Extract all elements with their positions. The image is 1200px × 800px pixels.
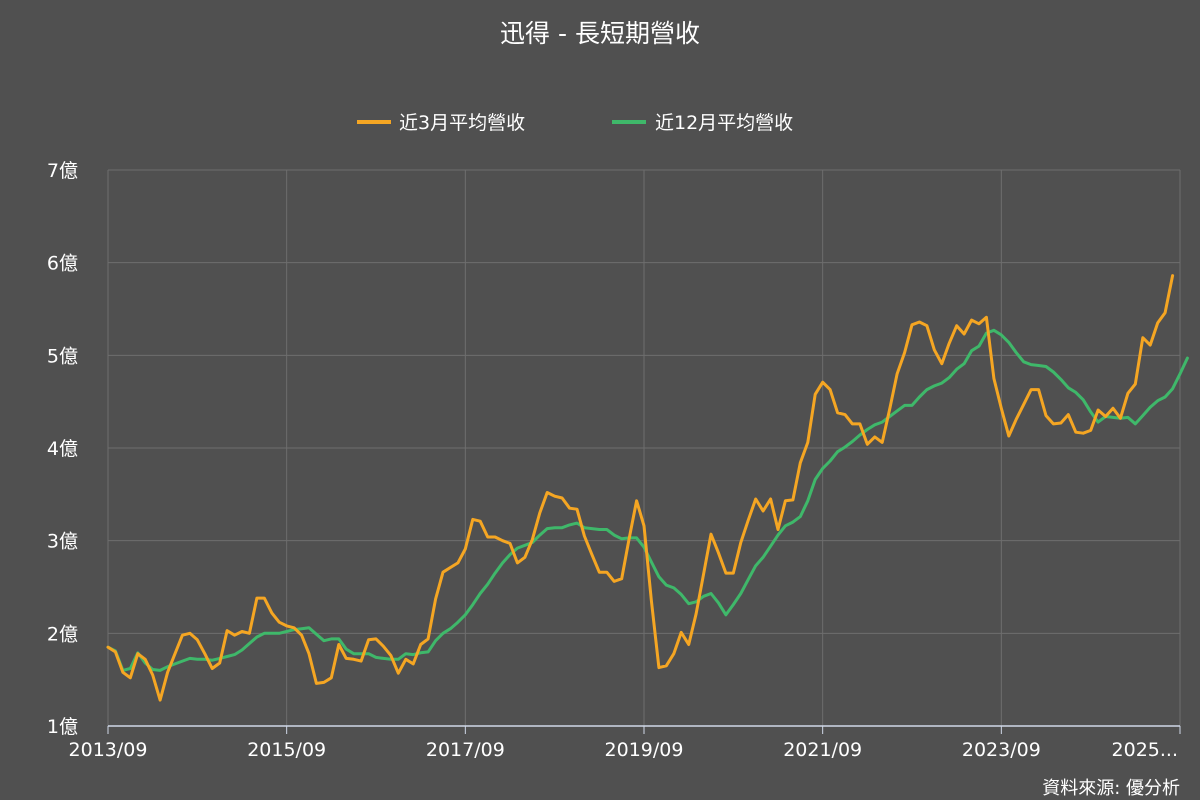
legend-label-3m: 近3月平均營收: [399, 112, 525, 134]
y-tick-label: 6億: [47, 253, 78, 275]
y-tick-label: 1億: [47, 716, 78, 738]
x-axis: 2013/09 2015/09 2017/09 2019/09 2021/09 2023/…: [69, 725, 1181, 761]
source-note: 資料來源: 優分析: [1042, 778, 1180, 799]
x-tick-label: 2013/09: [69, 739, 148, 761]
chart-title: 迅得 - 長短期營收: [500, 19, 700, 48]
grid: [107, 169, 1181, 726]
x-tick-label: 2021/09: [783, 739, 862, 761]
y-tick-label: 7億: [47, 160, 78, 182]
y-tick-label: 2億: [47, 623, 78, 645]
legend-item-12m[interactable]: 近12月平均營收: [612, 112, 793, 134]
series-line-12m[interactable]: [106, 328, 1189, 672]
x-tick-label: 2025...: [1112, 739, 1178, 761]
x-tick-label: 2023/09: [962, 739, 1041, 761]
legend: 近3月平均營收 近12月平均營收: [357, 112, 793, 134]
series-layer: [106, 274, 1189, 702]
legend-item-3m[interactable]: 近3月平均營收: [357, 112, 525, 134]
x-tick-label: 2019/09: [605, 739, 684, 761]
legend-label-12m: 近12月平均營收: [655, 112, 793, 134]
y-tick-label: 5億: [47, 345, 78, 367]
x-tick-label: 2015/09: [247, 739, 326, 761]
x-tick-label: 2017/09: [426, 739, 505, 761]
series-line-3m[interactable]: [106, 274, 1175, 702]
y-tick-label: 3億: [47, 531, 78, 553]
y-axis: 1億 2億 3億 4億 5億 6億 7億: [47, 160, 78, 738]
y-tick-label: 4億: [47, 438, 78, 460]
